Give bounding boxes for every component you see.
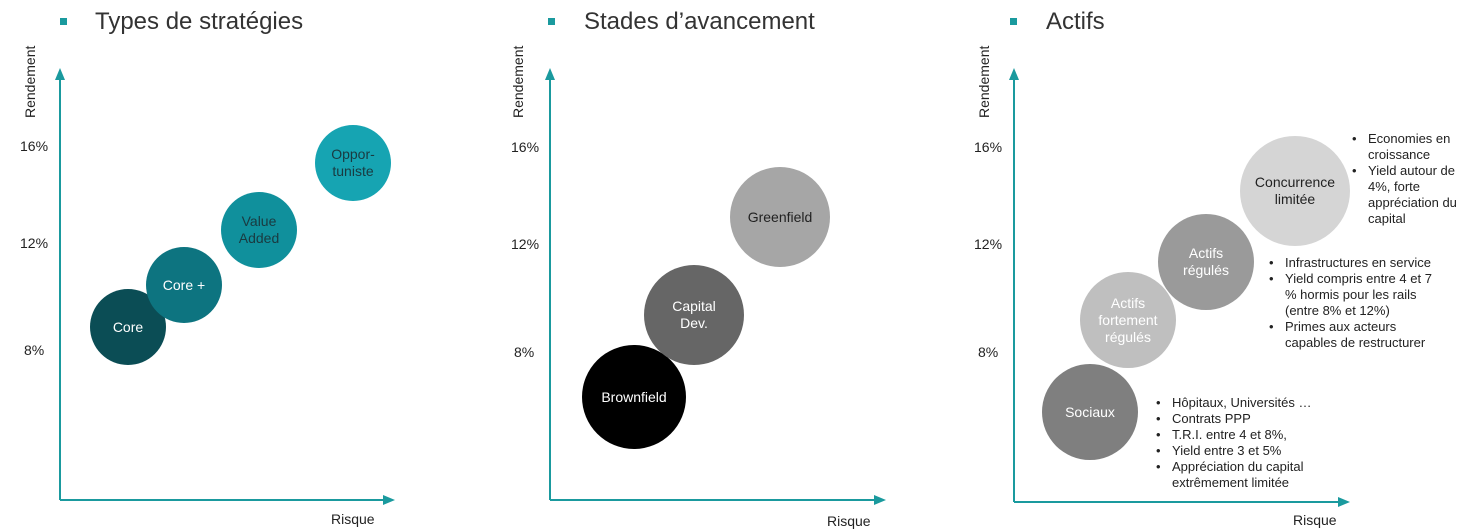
note-item: T.R.I. entre 4 et 8%, bbox=[1156, 427, 1336, 443]
note-item: Contrats PPP bbox=[1156, 411, 1336, 427]
panel-title: Actifs bbox=[1046, 8, 1105, 35]
note-item: Hôpitaux, Universités … bbox=[1156, 395, 1336, 411]
tick-12: 12% bbox=[974, 236, 1003, 252]
note-item: Appréciation du capital extrêmement limi… bbox=[1156, 459, 1336, 491]
bubble-core-plus: Core + bbox=[146, 247, 222, 323]
axes bbox=[55, 68, 395, 505]
bubble-capital-dev: Capital Dev. bbox=[644, 265, 744, 365]
bubble-greenfield: Greenfield bbox=[730, 167, 830, 267]
tick-8: 8% bbox=[24, 342, 45, 358]
tick-16: 16% bbox=[20, 138, 49, 154]
tick-16: 16% bbox=[511, 139, 540, 155]
bubble-actifs-regules: Actifs régulés bbox=[1158, 214, 1254, 310]
tick-8: 8% bbox=[514, 344, 535, 360]
note-item: Infrastructures en service bbox=[1269, 255, 1439, 271]
panel-title: Types de stratégies bbox=[95, 8, 304, 35]
note-item: Economies en croissance bbox=[1352, 131, 1464, 163]
panel-title: Stades d’avancement bbox=[584, 8, 815, 35]
panel-stades: Stades d’avancement Rendement Risque 16%… bbox=[490, 0, 980, 529]
note-item: Primes aux acteurs capables de restructu… bbox=[1269, 319, 1439, 351]
bubble-sociaux: Sociaux bbox=[1042, 364, 1138, 460]
y-axis-label: Rendement bbox=[976, 45, 992, 118]
notes-regules: Infrastructures en service Yield compris… bbox=[1269, 255, 1439, 351]
note-item: Yield entre 3 et 5% bbox=[1156, 443, 1336, 459]
bubble-value-added: Value Added bbox=[221, 192, 297, 268]
notes-sociaux: Hôpitaux, Universités … Contrats PPP T.R… bbox=[1156, 395, 1336, 491]
notes-concurrence: Economies en croissance Yield autour de … bbox=[1352, 131, 1464, 227]
y-axis-label: Rendement bbox=[510, 45, 526, 118]
bubble-opportuniste: Oppor-tuniste bbox=[315, 125, 391, 201]
x-axis-label: Risque bbox=[1293, 512, 1337, 528]
tick-8: 8% bbox=[978, 344, 999, 360]
x-axis-label: Risque bbox=[331, 511, 375, 527]
title-bullet bbox=[60, 18, 67, 25]
tick-12: 12% bbox=[511, 236, 540, 252]
y-axis-label: Rendement bbox=[22, 45, 38, 118]
bubble-brownfield: Brownfield bbox=[582, 345, 686, 449]
title-bullet bbox=[548, 18, 555, 25]
bubble-concurrence-limitee: Concurrence limitée bbox=[1240, 136, 1350, 246]
note-item: Yield compris entre 4 et 7 % hormis pour… bbox=[1269, 271, 1439, 319]
bubble-actifs-fortement-regules: Actifs fortement régulés bbox=[1080, 272, 1176, 368]
axes bbox=[545, 68, 886, 505]
tick-12: 12% bbox=[20, 235, 49, 251]
tick-16: 16% bbox=[974, 139, 1003, 155]
panel-strategies: Types de stratégies Rendement Risque 16%… bbox=[0, 0, 490, 529]
x-axis-label: Risque bbox=[827, 513, 871, 529]
note-item: Yield autour de 4%, forte appréciation d… bbox=[1352, 163, 1464, 227]
title-bullet bbox=[1010, 18, 1017, 25]
panel-actifs: Actifs Rendement Risque 16% 12% 8% Socia… bbox=[974, 0, 1472, 529]
axes bbox=[1009, 68, 1350, 507]
